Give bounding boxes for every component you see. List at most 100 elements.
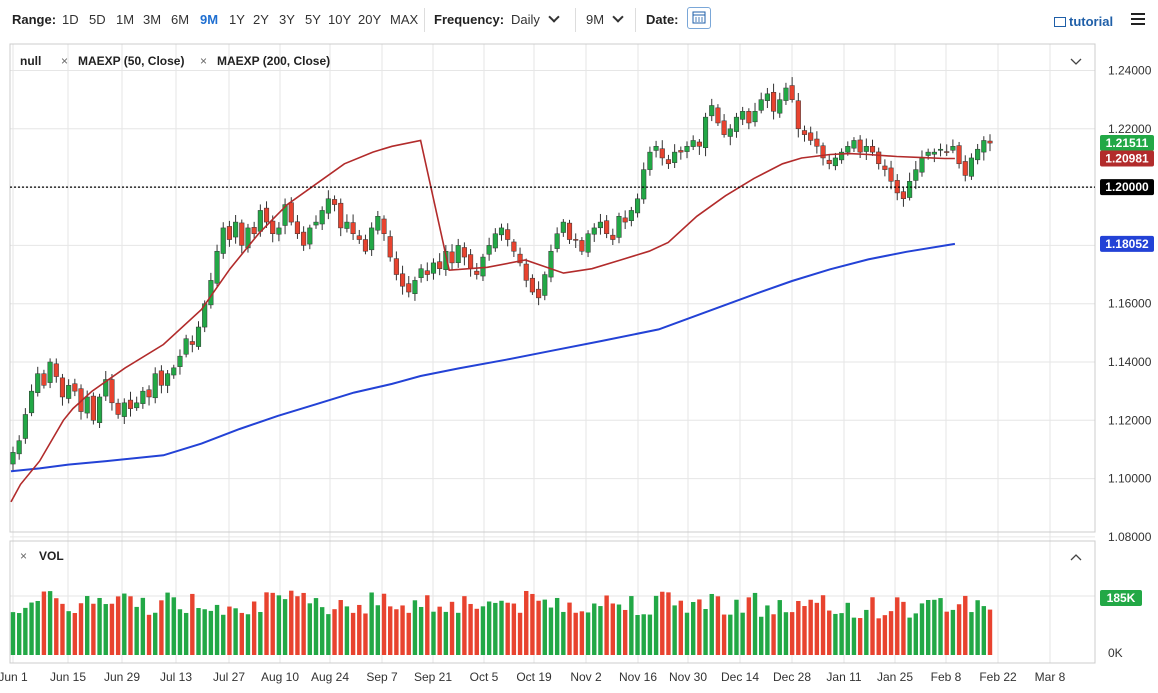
candle bbox=[610, 234, 616, 240]
candle bbox=[981, 140, 987, 153]
candle bbox=[634, 198, 641, 214]
volume-bar bbox=[895, 597, 900, 655]
candle bbox=[437, 261, 443, 269]
range-1y[interactable]: 1Y bbox=[229, 12, 245, 27]
x-tick-label: Oct 5 bbox=[470, 670, 499, 684]
x-tick-label: Jun 1 bbox=[0, 670, 28, 684]
candle bbox=[529, 277, 535, 293]
frequency-select[interactable]: Daily bbox=[511, 11, 560, 27]
candle bbox=[461, 247, 467, 258]
volume-bar bbox=[202, 609, 207, 655]
ma200-line bbox=[10, 242, 956, 473]
candle bbox=[888, 167, 894, 182]
candle bbox=[16, 440, 22, 455]
candle bbox=[400, 273, 406, 287]
price-label-box bbox=[1100, 179, 1154, 196]
candle bbox=[288, 202, 294, 223]
price-label: 1.20000 bbox=[1105, 180, 1149, 194]
volume-bar bbox=[759, 616, 764, 655]
candle bbox=[498, 227, 505, 236]
candle bbox=[604, 220, 610, 234]
volume-bar bbox=[258, 611, 263, 655]
candle bbox=[814, 138, 820, 147]
candle bbox=[900, 191, 906, 200]
volume-bar bbox=[987, 609, 993, 655]
candle bbox=[257, 210, 263, 232]
candle bbox=[35, 373, 41, 393]
candle bbox=[573, 239, 579, 241]
volume-bar bbox=[913, 613, 918, 655]
candle bbox=[511, 241, 517, 252]
candle bbox=[536, 288, 542, 299]
volume-bar bbox=[456, 612, 461, 655]
range-20y[interactable]: 20Y bbox=[358, 12, 382, 27]
range-label: Range: bbox=[12, 12, 57, 27]
volume-bar bbox=[882, 615, 888, 655]
close-icon[interactable]: × bbox=[200, 54, 207, 68]
candle bbox=[560, 221, 566, 233]
volume-bar bbox=[703, 608, 708, 655]
tutorial-link[interactable]: tutorial bbox=[1054, 14, 1113, 29]
range-6m[interactable]: 6M bbox=[171, 12, 190, 27]
candle bbox=[839, 151, 845, 161]
chevron-up-icon[interactable] bbox=[1070, 554, 1082, 561]
candle bbox=[90, 395, 96, 421]
candle bbox=[653, 146, 659, 151]
volume-bar bbox=[690, 602, 696, 655]
candle bbox=[597, 221, 603, 229]
price-labels: 1.21511 1.20981 1.20000 1.18052 185K bbox=[1100, 135, 1154, 606]
candle bbox=[740, 111, 746, 120]
range-1d[interactable]: 1D bbox=[62, 12, 79, 27]
candle bbox=[140, 390, 146, 404]
close-icon[interactable]: × bbox=[20, 549, 27, 563]
candle bbox=[696, 141, 702, 147]
volume-bar bbox=[493, 602, 498, 655]
close-icon[interactable]: × bbox=[61, 54, 68, 68]
range-5y[interactable]: 5Y bbox=[305, 12, 321, 27]
volume-bar bbox=[499, 600, 504, 655]
volume-bar bbox=[981, 606, 987, 655]
candle bbox=[97, 396, 103, 423]
candle bbox=[480, 256, 486, 277]
y-tick-label: 1.22000 bbox=[1108, 122, 1152, 136]
candle bbox=[276, 227, 282, 235]
candle bbox=[53, 363, 59, 377]
volume-bar bbox=[171, 597, 176, 655]
volume-bar bbox=[616, 604, 622, 655]
menu-icon[interactable] bbox=[1131, 13, 1145, 25]
candle bbox=[591, 227, 597, 235]
candle bbox=[307, 227, 313, 245]
chevron-down-icon[interactable] bbox=[1070, 58, 1082, 65]
range-max[interactable]: MAX bbox=[390, 12, 419, 27]
range-9m[interactable]: 9M bbox=[200, 12, 219, 27]
volume-bar bbox=[666, 592, 671, 655]
range-3m[interactable]: 3M bbox=[143, 12, 162, 27]
period-select[interactable]: 9M bbox=[586, 11, 624, 27]
range-5d[interactable]: 5D bbox=[89, 12, 106, 27]
volume-bar bbox=[313, 598, 319, 655]
volume-bar bbox=[752, 592, 758, 655]
y-tick-label: 1.12000 bbox=[1108, 413, 1152, 427]
calendar-icon[interactable] bbox=[687, 7, 711, 29]
range-1m[interactable]: 1M bbox=[116, 12, 135, 27]
volume-bar bbox=[122, 593, 127, 655]
candle bbox=[424, 270, 430, 275]
volume-bar bbox=[610, 603, 616, 655]
candle bbox=[183, 338, 189, 355]
volume-bar bbox=[585, 612, 591, 655]
volume-bar bbox=[678, 600, 684, 655]
volume-bar bbox=[814, 602, 820, 655]
volume-bar bbox=[363, 613, 368, 655]
volume-bar bbox=[746, 597, 752, 655]
range-10y[interactable]: 10Y bbox=[328, 12, 352, 27]
volume-bar bbox=[548, 607, 554, 655]
range-3y[interactable]: 3Y bbox=[279, 12, 295, 27]
volume-bar bbox=[715, 596, 721, 655]
volume-bar bbox=[425, 595, 430, 655]
candle bbox=[789, 85, 795, 100]
volume-bar bbox=[183, 612, 189, 655]
range-2y[interactable]: 2Y bbox=[253, 12, 269, 27]
volume-bar bbox=[567, 602, 572, 655]
x-tick-label: Dec 28 bbox=[773, 670, 811, 684]
